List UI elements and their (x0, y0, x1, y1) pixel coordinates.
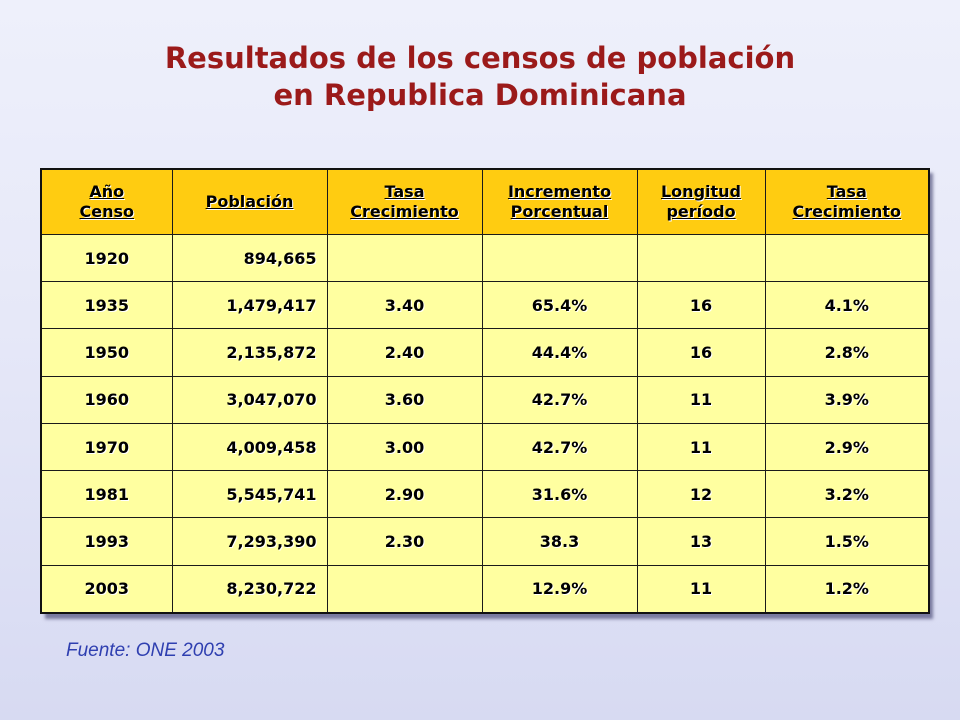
cell-population: 7,293,390 (171, 517, 328, 566)
header-text: Crecimiento (792, 202, 902, 221)
cell-growth-rate-2: 1.2% (764, 564, 930, 614)
cell-percent-increase: 65.4% (481, 281, 638, 330)
cell-growth-rate-2: 2.8% (764, 328, 930, 377)
table-row: 1981 5,545,741 2.90 31.6% 12 3.2% (40, 470, 930, 519)
cell-growth-rate (326, 564, 483, 614)
title-line-2: en Republica Dominicana (273, 78, 687, 112)
table-header-row: Año Censo Población Tasa Crecimiento Inc… (40, 168, 930, 235)
cell-growth-rate: 3.00 (326, 422, 483, 472)
cell-percent-increase: 42.7% (481, 375, 638, 424)
table-row: 1950 2,135,872 2.40 44.4% 16 2.8% (40, 328, 930, 377)
cell-percent-increase: 31.6% (481, 470, 638, 519)
header-text: Censo (79, 202, 135, 221)
cell-population: 4,009,458 (171, 422, 328, 472)
header-text: Longitud (660, 182, 741, 201)
cell-period-length: 16 (636, 281, 766, 330)
header-text: Porcentual (510, 202, 609, 221)
header-poblacion: Población (171, 168, 328, 235)
cell-year: 1960 (40, 375, 173, 424)
cell-growth-rate: 2.30 (326, 517, 483, 566)
cell-growth-rate-2: 4.1% (764, 281, 930, 330)
header-tasa-crecimiento: Tasa Crecimiento (326, 168, 483, 235)
cell-year: 1970 (40, 422, 173, 472)
header-text: período (666, 202, 736, 221)
header-text: Tasa (826, 182, 867, 201)
cell-year: 1935 (40, 281, 173, 330)
cell-percent-increase: 44.4% (481, 328, 638, 377)
cell-growth-rate-2: 1.5% (764, 517, 930, 566)
cell-year: 1920 (40, 233, 173, 283)
table-row: 1960 3,047,070 3.60 42.7% 11 3.9% (40, 375, 930, 424)
cell-year: 1981 (40, 470, 173, 519)
cell-growth-rate-2: 3.2% (764, 470, 930, 519)
cell-year: 1993 (40, 517, 173, 566)
cell-growth-rate: 2.40 (326, 328, 483, 377)
table-row: 1920 894,665 (40, 233, 930, 283)
cell-percent-increase: 12.9% (481, 564, 638, 614)
header-longitud-periodo: Longitud período (636, 168, 766, 235)
cell-period-length (636, 233, 766, 283)
header-ano-censo: Año Censo (40, 168, 173, 235)
source-note: Fuente: ONE 2003 (66, 640, 225, 661)
cell-growth-rate: 3.60 (326, 375, 483, 424)
cell-growth-rate-2: 3.9% (764, 375, 930, 424)
cell-period-length: 16 (636, 328, 766, 377)
cell-period-length: 11 (636, 422, 766, 472)
header-text: Crecimiento (350, 202, 459, 221)
cell-growth-rate: 2.90 (326, 470, 483, 519)
header-text: Incremento (507, 182, 612, 201)
header-incremento-porcentual: Incremento Porcentual (481, 168, 638, 235)
cell-period-length: 13 (636, 517, 766, 566)
census-table-container: Año Censo Población Tasa Crecimiento Inc… (40, 168, 930, 614)
cell-year: 1950 (40, 328, 173, 377)
header-text: Año (89, 182, 125, 201)
table-row: 2003 8,230,722 12.9% 11 1.2% (40, 564, 930, 614)
census-table: Año Censo Población Tasa Crecimiento Inc… (40, 168, 930, 614)
cell-population: 5,545,741 (171, 470, 328, 519)
cell-year: 2003 (40, 564, 173, 614)
header-tasa-crecimiento-2: Tasa Crecimiento (764, 168, 930, 235)
cell-percent-increase (481, 233, 638, 283)
cell-population: 8,230,722 (171, 564, 328, 614)
cell-growth-rate (326, 233, 483, 283)
cell-growth-rate-2: 2.9% (764, 422, 930, 472)
table-row: 1970 4,009,458 3.00 42.7% 11 2.9% (40, 422, 930, 472)
cell-population: 894,665 (171, 233, 328, 283)
cell-population: 2,135,872 (171, 328, 328, 377)
title-line-1: Resultados de los censos de población (164, 41, 796, 75)
cell-percent-increase: 42.7% (481, 422, 638, 472)
slide-title: Resultados de los censos de población en… (0, 40, 960, 114)
table-row: 1993 7,293,390 2.30 38.3 13 1.5% (40, 517, 930, 566)
cell-population: 3,047,070 (171, 375, 328, 424)
cell-growth-rate: 3.40 (326, 281, 483, 330)
header-text: Tasa (384, 182, 425, 201)
cell-period-length: 12 (636, 470, 766, 519)
cell-period-length: 11 (636, 375, 766, 424)
cell-period-length: 11 (636, 564, 766, 614)
cell-percent-increase: 38.3 (481, 517, 638, 566)
table-row: 1935 1,479,417 3.40 65.4% 16 4.1% (40, 281, 930, 330)
header-text: Población (205, 192, 294, 211)
cell-population: 1,479,417 (171, 281, 328, 330)
cell-growth-rate-2 (764, 233, 930, 283)
